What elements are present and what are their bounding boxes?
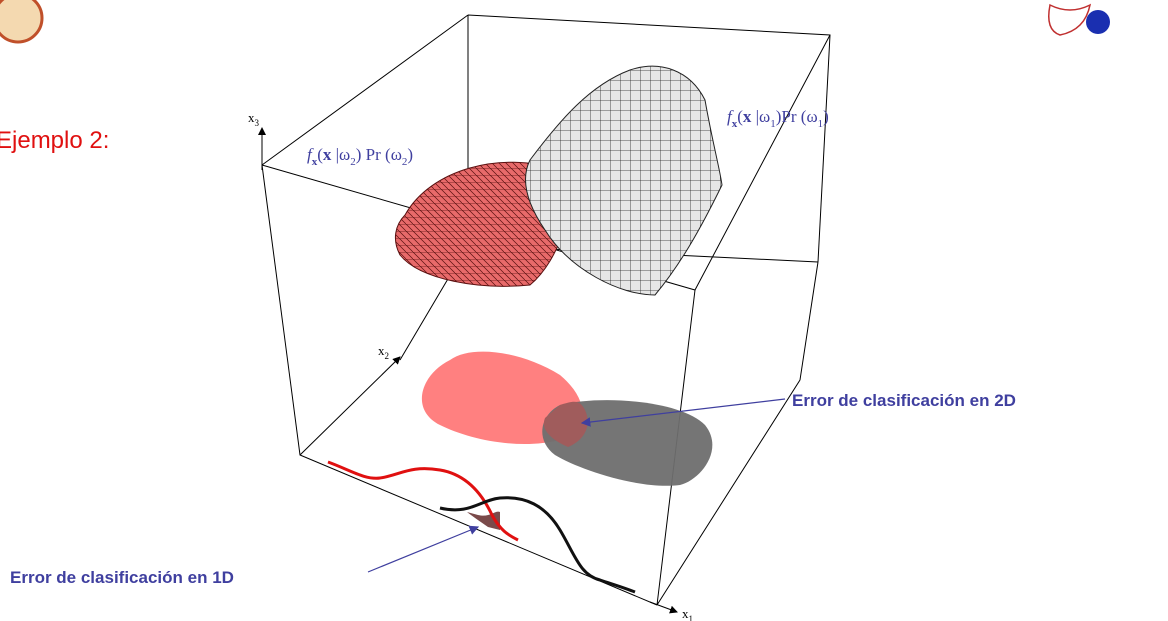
axis-label-x2: x2 <box>378 343 389 361</box>
surface-class1-mesh <box>526 66 722 295</box>
formula-class1: fx(x |ω1)Pr (ω1) <box>727 107 829 130</box>
formula-class2: fx(x |ω2) Pr (ω2) <box>307 145 413 168</box>
slide: Ejemplo 2: x3 x2 x1 fx(x |ω2) Pr (ω2) fx… <box>0 0 1168 621</box>
logo-left <box>0 0 42 42</box>
box <box>262 15 830 605</box>
curve-class1 <box>440 498 635 592</box>
logo-right <box>1049 5 1110 35</box>
annotation-1d: Error de clasificación en 1D <box>10 568 234 587</box>
title: Ejemplo 2: <box>0 127 109 154</box>
annotation-2d: Error de clasificación en 2D <box>792 391 1016 410</box>
axis-x1 <box>650 602 677 612</box>
axis-label-x1: x1 <box>682 606 693 621</box>
axis-label-x3: x3 <box>248 110 260 128</box>
pointer-1d <box>368 527 478 572</box>
axis-x2 <box>300 357 400 455</box>
